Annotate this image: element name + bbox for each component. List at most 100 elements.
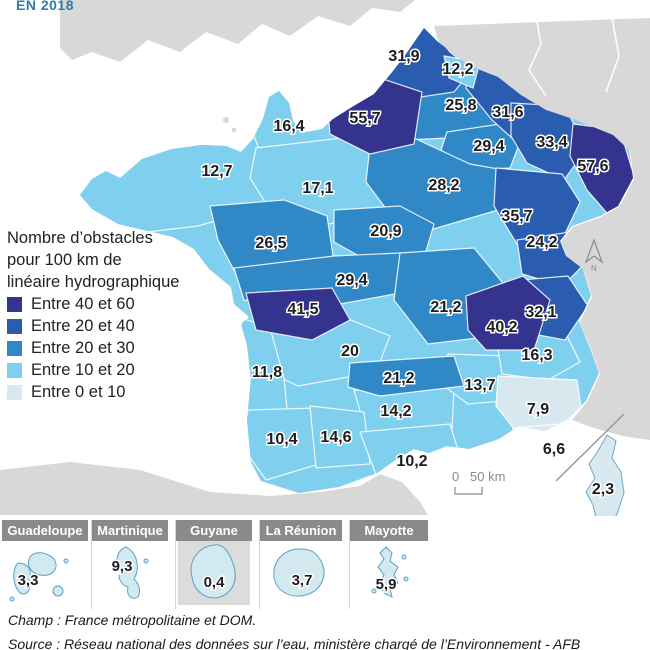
map-zone — [465, 275, 551, 351]
legend-swatch — [7, 362, 22, 378]
dom-island-map: 5,9 — [371, 546, 409, 598]
zone-value-label: 28,2 — [428, 177, 459, 194]
dom-panel-2: Martinique 9,3 — [91, 520, 168, 609]
legend-item: Entre 0 et 10 — [7, 381, 237, 403]
map-zone — [347, 355, 465, 397]
legend-swatch — [7, 384, 22, 400]
islet-shape — [403, 576, 409, 582]
zone-value-label: 13,7 — [464, 377, 495, 394]
zone-value-label: 20 — [341, 343, 359, 360]
dom-panel-1: Guadeloupe 3,3 — [2, 520, 88, 609]
islet-shape — [63, 558, 69, 564]
scale-bar — [454, 487, 483, 495]
continental-landmass — [434, 18, 650, 440]
footer-champ: Champ : France métropolitaine et DOM. — [8, 612, 257, 628]
islet-shape — [52, 585, 64, 597]
legend-label: Entre 10 et 20 — [31, 360, 135, 379]
zone-value-labels: 31,9 12,2 55,7 25,8 31,6 29,4 33,4 57,6 16,4 12,7… — [200, 47, 616, 500]
zone-value-label: 17,1 — [302, 180, 333, 197]
zone-value-label: 29,4 — [336, 272, 367, 289]
zone-value-label: 16,4 — [273, 118, 304, 135]
island-shape — [27, 552, 57, 576]
zone-value-label: 11,8 — [252, 364, 282, 381]
dom-panel-3: Guyane 0,4 — [175, 520, 252, 609]
zone-value-label: 57,6 — [577, 158, 608, 175]
dom-territory-name: Guadeloupe — [2, 520, 88, 541]
zone-value-label: 40,2 — [486, 319, 517, 336]
dom-territory-name: Guyane — [176, 520, 252, 541]
islet-shape — [143, 558, 149, 564]
zone-value-label: 16,3 — [521, 347, 552, 364]
dom-island-map: 3,3 — [9, 552, 69, 602]
channel-island — [223, 117, 229, 123]
footer-source: Source : Réseau national des données sur… — [8, 636, 581, 650]
zone-value-label: 10,2 — [396, 453, 427, 470]
dom-territory-name: La Réunion — [260, 520, 342, 541]
zone-value-label: 25,8 — [445, 97, 476, 114]
dom-territory-name: Martinique — [92, 520, 168, 541]
legend-label: Entre 20 et 30 — [31, 338, 135, 357]
zone-value-label: 6,6 — [543, 441, 565, 458]
islet-shape — [9, 596, 15, 602]
dom-value-label: 5,9 — [376, 576, 397, 593]
zone-value-label: 14,6 — [320, 429, 351, 446]
legend-item: Entre 20 et 40 — [7, 315, 237, 337]
legend-label: Entre 40 et 60 — [31, 294, 135, 313]
island-shape — [116, 546, 141, 599]
island-shape — [190, 544, 236, 599]
dom-island-map: 3,7 — [273, 548, 325, 597]
island-shape — [13, 562, 31, 595]
zone-value-label: 55,7 — [349, 110, 380, 127]
legend-label: Entre 20 et 40 — [31, 316, 135, 335]
zone-value-label: 12,2 — [442, 61, 473, 78]
zone-value-label: 29,4 — [473, 138, 504, 155]
legend-item: Entre 10 et 20 — [7, 359, 237, 381]
dom-territories-strip: Guadeloupe 3,3 Martinique 9,3 Guyane 0,4 La Ré… — [0, 516, 650, 612]
map-zone — [359, 423, 465, 481]
legend-swatch — [7, 296, 22, 312]
dom-territory-name: Mayotte — [350, 520, 428, 541]
dom-panel-4: La Réunion 3,7 — [259, 520, 342, 609]
zone-value-label: 32,1 — [525, 304, 556, 321]
zone-value-label: 21,2 — [430, 299, 461, 316]
map-zone — [245, 287, 351, 341]
zone-value-label: 26,5 — [255, 235, 286, 252]
island-shape — [377, 546, 399, 598]
dom-island-map: 9,3 — [110, 546, 149, 599]
zone-value-label: 7,9 — [527, 401, 549, 418]
dom-island-map: 0,4 — [178, 541, 250, 605]
dom-panel-5: Mayotte 5,9 — [349, 520, 428, 609]
dom-value-label: 0,4 — [204, 574, 226, 591]
north-arrow-icon — [584, 238, 604, 264]
island-shape — [273, 548, 325, 597]
scale-distance-label: 50 km — [470, 469, 505, 484]
dom-value-label: 3,7 — [292, 572, 313, 589]
england-landmass — [60, 0, 415, 62]
legend: Nombre d’obstacles pour 100 km de linéai… — [7, 227, 237, 403]
legend-item: Entre 40 et 60 — [7, 293, 237, 315]
north-arrow-label: N — [591, 264, 597, 273]
country-border-line — [605, 17, 620, 93]
zone-value-label: 20,9 — [370, 223, 401, 240]
zone-value-label: 33,4 — [536, 134, 567, 151]
legend-swatch — [7, 318, 22, 334]
zone-value-label: 2,3 — [592, 481, 614, 498]
zone-value-label: 14,2 — [380, 403, 411, 420]
scale-zero-label: 0 — [452, 469, 459, 484]
legend-item: Entre 20 et 30 — [7, 337, 237, 359]
zone-value-label: 10,4 — [266, 431, 297, 448]
zone-value-label: 35,7 — [501, 208, 532, 225]
dom-value-label: 3,3 — [18, 572, 39, 589]
neighbour-countries — [0, 0, 650, 515]
spain-landmass — [0, 462, 428, 515]
legend-title-line: pour 100 km de — [7, 251, 122, 269]
legend-items: Entre 40 et 60 Entre 20 et 40 Entre 20 et … — [7, 293, 237, 403]
zone-value-label: 12,7 — [201, 163, 232, 180]
zone-value-label: 31,6 — [492, 104, 523, 121]
legend-title-line: linéaire hydrographique — [7, 273, 180, 291]
zone-value-label: 21,2 — [383, 370, 414, 387]
corsica-separator-line — [555, 413, 625, 482]
islet-shape — [371, 588, 377, 594]
country-border-line — [528, 15, 547, 97]
